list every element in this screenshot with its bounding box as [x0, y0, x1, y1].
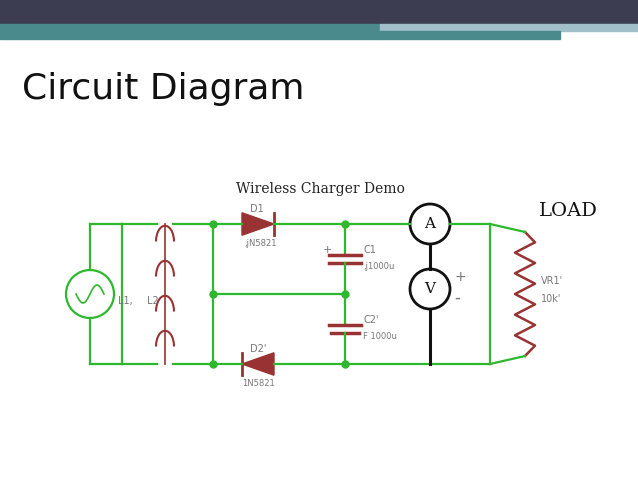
- Text: LOAD: LOAD: [539, 202, 598, 220]
- Text: ,j1000u: ,j1000u: [363, 262, 394, 271]
- Bar: [0, 0, 638, 24]
- Text: Circuit Diagram: Circuit Diagram: [22, 72, 304, 106]
- Text: -: -: [454, 289, 460, 307]
- Text: VR1': VR1': [541, 276, 563, 286]
- Text: +: +: [454, 270, 466, 284]
- Text: Wireless Charger Demo: Wireless Charger Demo: [235, 182, 404, 196]
- Text: ,jN5821: ,jN5821: [244, 239, 276, 248]
- Text: L2: L2: [147, 296, 159, 306]
- Bar: [380, 24, 638, 31]
- Text: F 1000u: F 1000u: [363, 332, 397, 341]
- Text: C2': C2': [363, 315, 378, 325]
- Bar: [0, 24, 380, 39]
- Text: 1N5821: 1N5821: [242, 379, 275, 388]
- Circle shape: [410, 204, 450, 244]
- Text: A: A: [424, 217, 436, 231]
- Text: D2': D2': [250, 344, 267, 354]
- Text: +: +: [323, 245, 332, 255]
- Text: V: V: [424, 282, 436, 296]
- Polygon shape: [242, 213, 274, 235]
- Circle shape: [410, 269, 450, 309]
- Polygon shape: [242, 353, 274, 375]
- Text: D1: D1: [250, 204, 263, 214]
- Text: L1,: L1,: [118, 296, 133, 306]
- Bar: [380, 31, 560, 39]
- Text: C1: C1: [363, 245, 376, 255]
- Text: 10k': 10k': [541, 294, 561, 304]
